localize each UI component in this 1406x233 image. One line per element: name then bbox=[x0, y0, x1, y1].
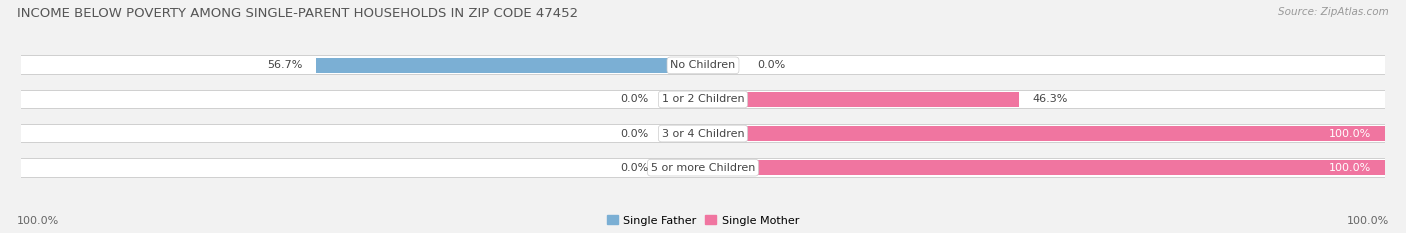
Text: 100.0%: 100.0% bbox=[1329, 163, 1371, 173]
Text: 0.0%: 0.0% bbox=[620, 94, 648, 104]
Legend: Single Father, Single Mother: Single Father, Single Mother bbox=[606, 215, 800, 226]
Bar bbox=[21, 159, 1385, 177]
Text: 1 or 2 Children: 1 or 2 Children bbox=[662, 94, 744, 104]
Bar bbox=[21, 124, 1385, 144]
Text: 100.0%: 100.0% bbox=[17, 216, 59, 226]
Bar bbox=[21, 89, 1385, 109]
Text: INCOME BELOW POVERTY AMONG SINGLE-PARENT HOUSEHOLDS IN ZIP CODE 47452: INCOME BELOW POVERTY AMONG SINGLE-PARENT… bbox=[17, 7, 578, 20]
Bar bbox=[316, 58, 703, 73]
Text: 100.0%: 100.0% bbox=[1329, 129, 1371, 139]
Text: 0.0%: 0.0% bbox=[620, 163, 648, 173]
Bar bbox=[21, 55, 1385, 75]
Text: 56.7%: 56.7% bbox=[267, 60, 302, 70]
Text: 0.0%: 0.0% bbox=[620, 129, 648, 139]
Bar bbox=[703, 92, 1019, 107]
Bar bbox=[21, 125, 1385, 142]
Text: 3 or 4 Children: 3 or 4 Children bbox=[662, 129, 744, 139]
Text: 100.0%: 100.0% bbox=[1347, 216, 1389, 226]
Text: Source: ZipAtlas.com: Source: ZipAtlas.com bbox=[1278, 7, 1389, 17]
Text: 5 or more Children: 5 or more Children bbox=[651, 163, 755, 173]
Bar bbox=[21, 158, 1385, 178]
Bar bbox=[703, 160, 1385, 175]
Bar bbox=[703, 126, 1385, 141]
Text: No Children: No Children bbox=[671, 60, 735, 70]
Bar bbox=[21, 91, 1385, 108]
Text: 0.0%: 0.0% bbox=[758, 60, 786, 70]
Bar bbox=[21, 56, 1385, 74]
Text: 46.3%: 46.3% bbox=[1032, 94, 1067, 104]
